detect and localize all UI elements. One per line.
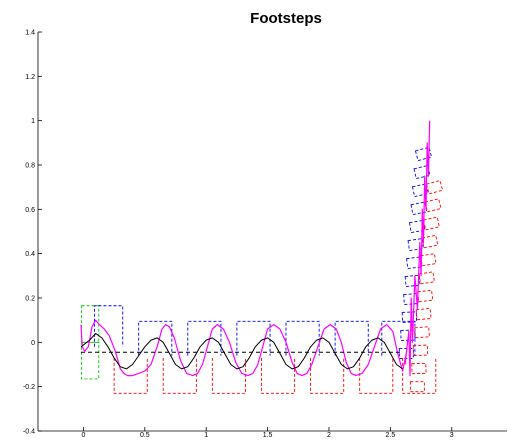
y-tick-label: 0.2 bbox=[25, 296, 35, 303]
y-tick-label: 0.6 bbox=[25, 207, 35, 214]
x-tick-label: 1 bbox=[204, 432, 208, 439]
turn-right-footstep bbox=[415, 307, 432, 321]
turn-right-footstep bbox=[421, 234, 439, 249]
turn-left-footstep bbox=[406, 256, 423, 270]
turn-right-footstep bbox=[409, 381, 425, 393]
y-tick-label: 1.4 bbox=[25, 30, 35, 37]
turn-left-footstep bbox=[407, 238, 424, 252]
y-tick-label: 1 bbox=[31, 118, 35, 125]
initial-footstep bbox=[81, 341, 100, 380]
left-footstep bbox=[94, 305, 124, 347]
y-tick-label: 1.2 bbox=[25, 74, 35, 81]
x-tick-label: 2 bbox=[327, 432, 331, 439]
turn-right-footstep bbox=[412, 344, 429, 357]
turn-left-footstep bbox=[413, 165, 431, 180]
turn-left-footstep bbox=[410, 201, 428, 216]
x-tick-label: 1.5 bbox=[263, 432, 273, 439]
right-footstep bbox=[211, 357, 246, 394]
x-tick-label: 3 bbox=[450, 432, 454, 439]
right-footstep bbox=[310, 357, 345, 394]
left-footstep bbox=[236, 320, 271, 356]
turn-right-footstep bbox=[414, 326, 430, 339]
y-tick-label: 0.4 bbox=[25, 251, 35, 258]
left-footstep bbox=[334, 320, 369, 356]
turn-left-footstep bbox=[411, 183, 429, 198]
right-footstep bbox=[261, 357, 296, 394]
turn-left-footstep bbox=[404, 274, 421, 288]
series-layer bbox=[80, 120, 431, 377]
plot-axes: -0.4 -0.2 0 0.2 0.4 0.6 0.8 1 1.2 1.4 0 0.5 1 1.5 2 2.5… bbox=[23, 30, 507, 439]
chart-title: Footsteps bbox=[250, 10, 322, 27]
left-footstep bbox=[138, 320, 173, 356]
x-tick-label: 0 bbox=[81, 432, 85, 439]
x-tick-label: 0.5 bbox=[140, 432, 150, 439]
left-footstep bbox=[381, 320, 416, 356]
y-tick-label: -0.2 bbox=[23, 384, 35, 391]
y-tick-label: 0 bbox=[31, 340, 35, 347]
series-line-1 bbox=[80, 319, 407, 377]
left-footstep bbox=[187, 320, 222, 356]
footsteps-layer bbox=[81, 146, 444, 394]
x-tick-label: 2.5 bbox=[385, 432, 395, 439]
right-footstep bbox=[359, 357, 394, 394]
series-line-2 bbox=[80, 333, 403, 370]
turn-right-footstep bbox=[417, 289, 434, 303]
left-footstep bbox=[285, 320, 320, 356]
turn-right-footstep bbox=[420, 253, 437, 267]
turn-left-footstep bbox=[414, 146, 433, 162]
turn-right-footstep bbox=[411, 362, 427, 375]
turn-left-footstep bbox=[401, 311, 418, 323]
y-tick-label: 0.8 bbox=[25, 163, 35, 170]
turn-right-footstep bbox=[418, 271, 435, 285]
right-footstep bbox=[162, 357, 197, 394]
y-tick-label: -0.4 bbox=[23, 429, 35, 436]
right-footstep bbox=[113, 357, 148, 394]
turn-right-footstep bbox=[424, 198, 442, 213]
turn-right-footstep bbox=[425, 179, 444, 195]
turn-left-footstep bbox=[409, 219, 426, 234]
turn-right-footstep bbox=[423, 216, 440, 231]
right-footstep bbox=[402, 357, 437, 394]
series-line-4 bbox=[404, 120, 431, 377]
